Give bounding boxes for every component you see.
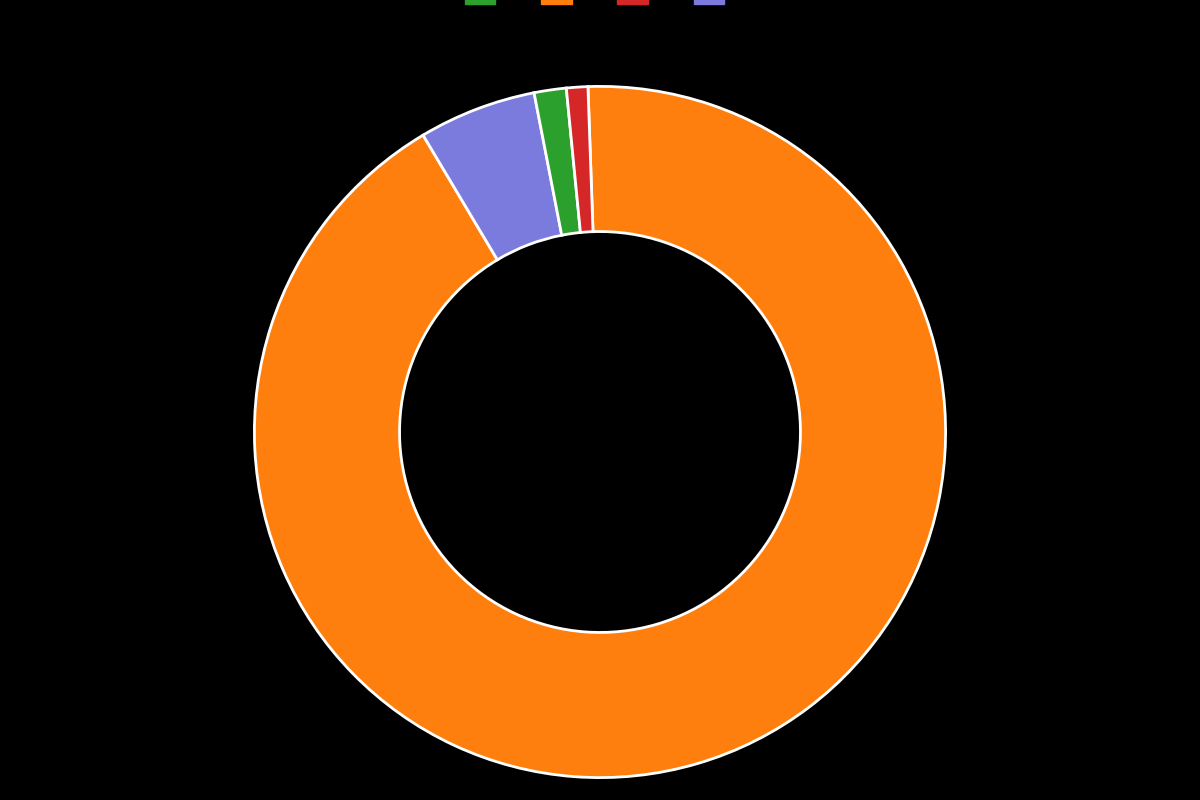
Wedge shape	[424, 93, 562, 260]
Wedge shape	[254, 86, 946, 778]
Wedge shape	[566, 86, 593, 233]
Legend: , , , : , , ,	[464, 0, 736, 5]
Wedge shape	[534, 88, 581, 235]
